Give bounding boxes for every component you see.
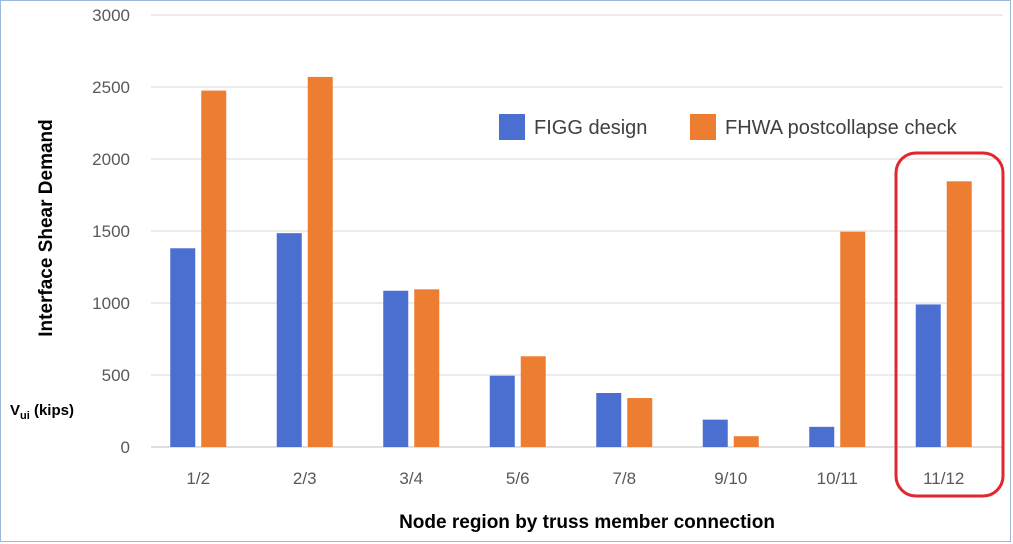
x-tick-label: 3/4 — [399, 469, 423, 488]
y-tick-label: 2500 — [92, 78, 130, 97]
bar-figg — [702, 419, 728, 447]
bar-figg — [383, 290, 409, 447]
legend-label-fhwa: FHWA postcollapse check — [725, 117, 958, 139]
y-tick-label: 2000 — [92, 150, 130, 169]
bar-figg — [276, 233, 302, 447]
bar-figg — [489, 375, 515, 447]
x-axis-title: Node region by truss member connection — [399, 512, 775, 533]
x-tick-labels: 1/2 2/3 3/4 5/6 7/8 9/10 10/11 11/12 — [186, 469, 964, 488]
y-tick-label: 0 — [121, 438, 130, 457]
bar-figg — [596, 393, 622, 447]
y-tick-label: 1000 — [92, 294, 130, 313]
x-tick-label: 2/3 — [293, 469, 317, 488]
y-tick-label: 1500 — [92, 222, 130, 241]
bars — [170, 76, 972, 448]
bar-fhwa — [520, 356, 546, 447]
unit-subscript: ui — [20, 410, 30, 422]
bar-fhwa — [307, 76, 333, 448]
legend-label-figg: FIGG design — [534, 117, 647, 139]
x-tick-label: 7/8 — [612, 469, 636, 488]
bar-fhwa — [627, 398, 653, 447]
unit-text: (kips) — [30, 402, 74, 419]
bar-figg — [170, 248, 196, 447]
legend: FIGG design FHWA postcollapse check — [499, 114, 958, 140]
x-tick-label: 10/11 — [817, 469, 858, 488]
bar-fhwa — [414, 289, 440, 447]
legend-swatch-fhwa — [690, 114, 716, 140]
y-axis-unit-label: Vui (kips) — [10, 402, 74, 422]
bar-fhwa — [840, 231, 866, 447]
y-tick-label: 500 — [102, 366, 130, 385]
y-tick-labels: 0 500 1000 1500 2000 2500 3000 — [92, 6, 130, 457]
bar-fhwa — [201, 90, 227, 447]
legend-swatch-figg — [499, 114, 525, 140]
x-tick-label: 9/10 — [714, 469, 747, 488]
bar-figg — [809, 426, 835, 447]
highlight-box — [894, 151, 1005, 498]
x-tick-label: 11/12 — [923, 469, 964, 488]
x-tick-label: 1/2 — [186, 469, 210, 488]
bar-fhwa — [733, 436, 759, 447]
bar-fhwa — [946, 181, 972, 447]
y-axis-title: Interface Shear Demand — [36, 119, 57, 337]
x-tick-label: 5/6 — [506, 469, 530, 488]
bar-figg — [915, 304, 941, 447]
unit-symbol: V — [10, 402, 20, 419]
y-tick-label: 3000 — [92, 6, 130, 25]
